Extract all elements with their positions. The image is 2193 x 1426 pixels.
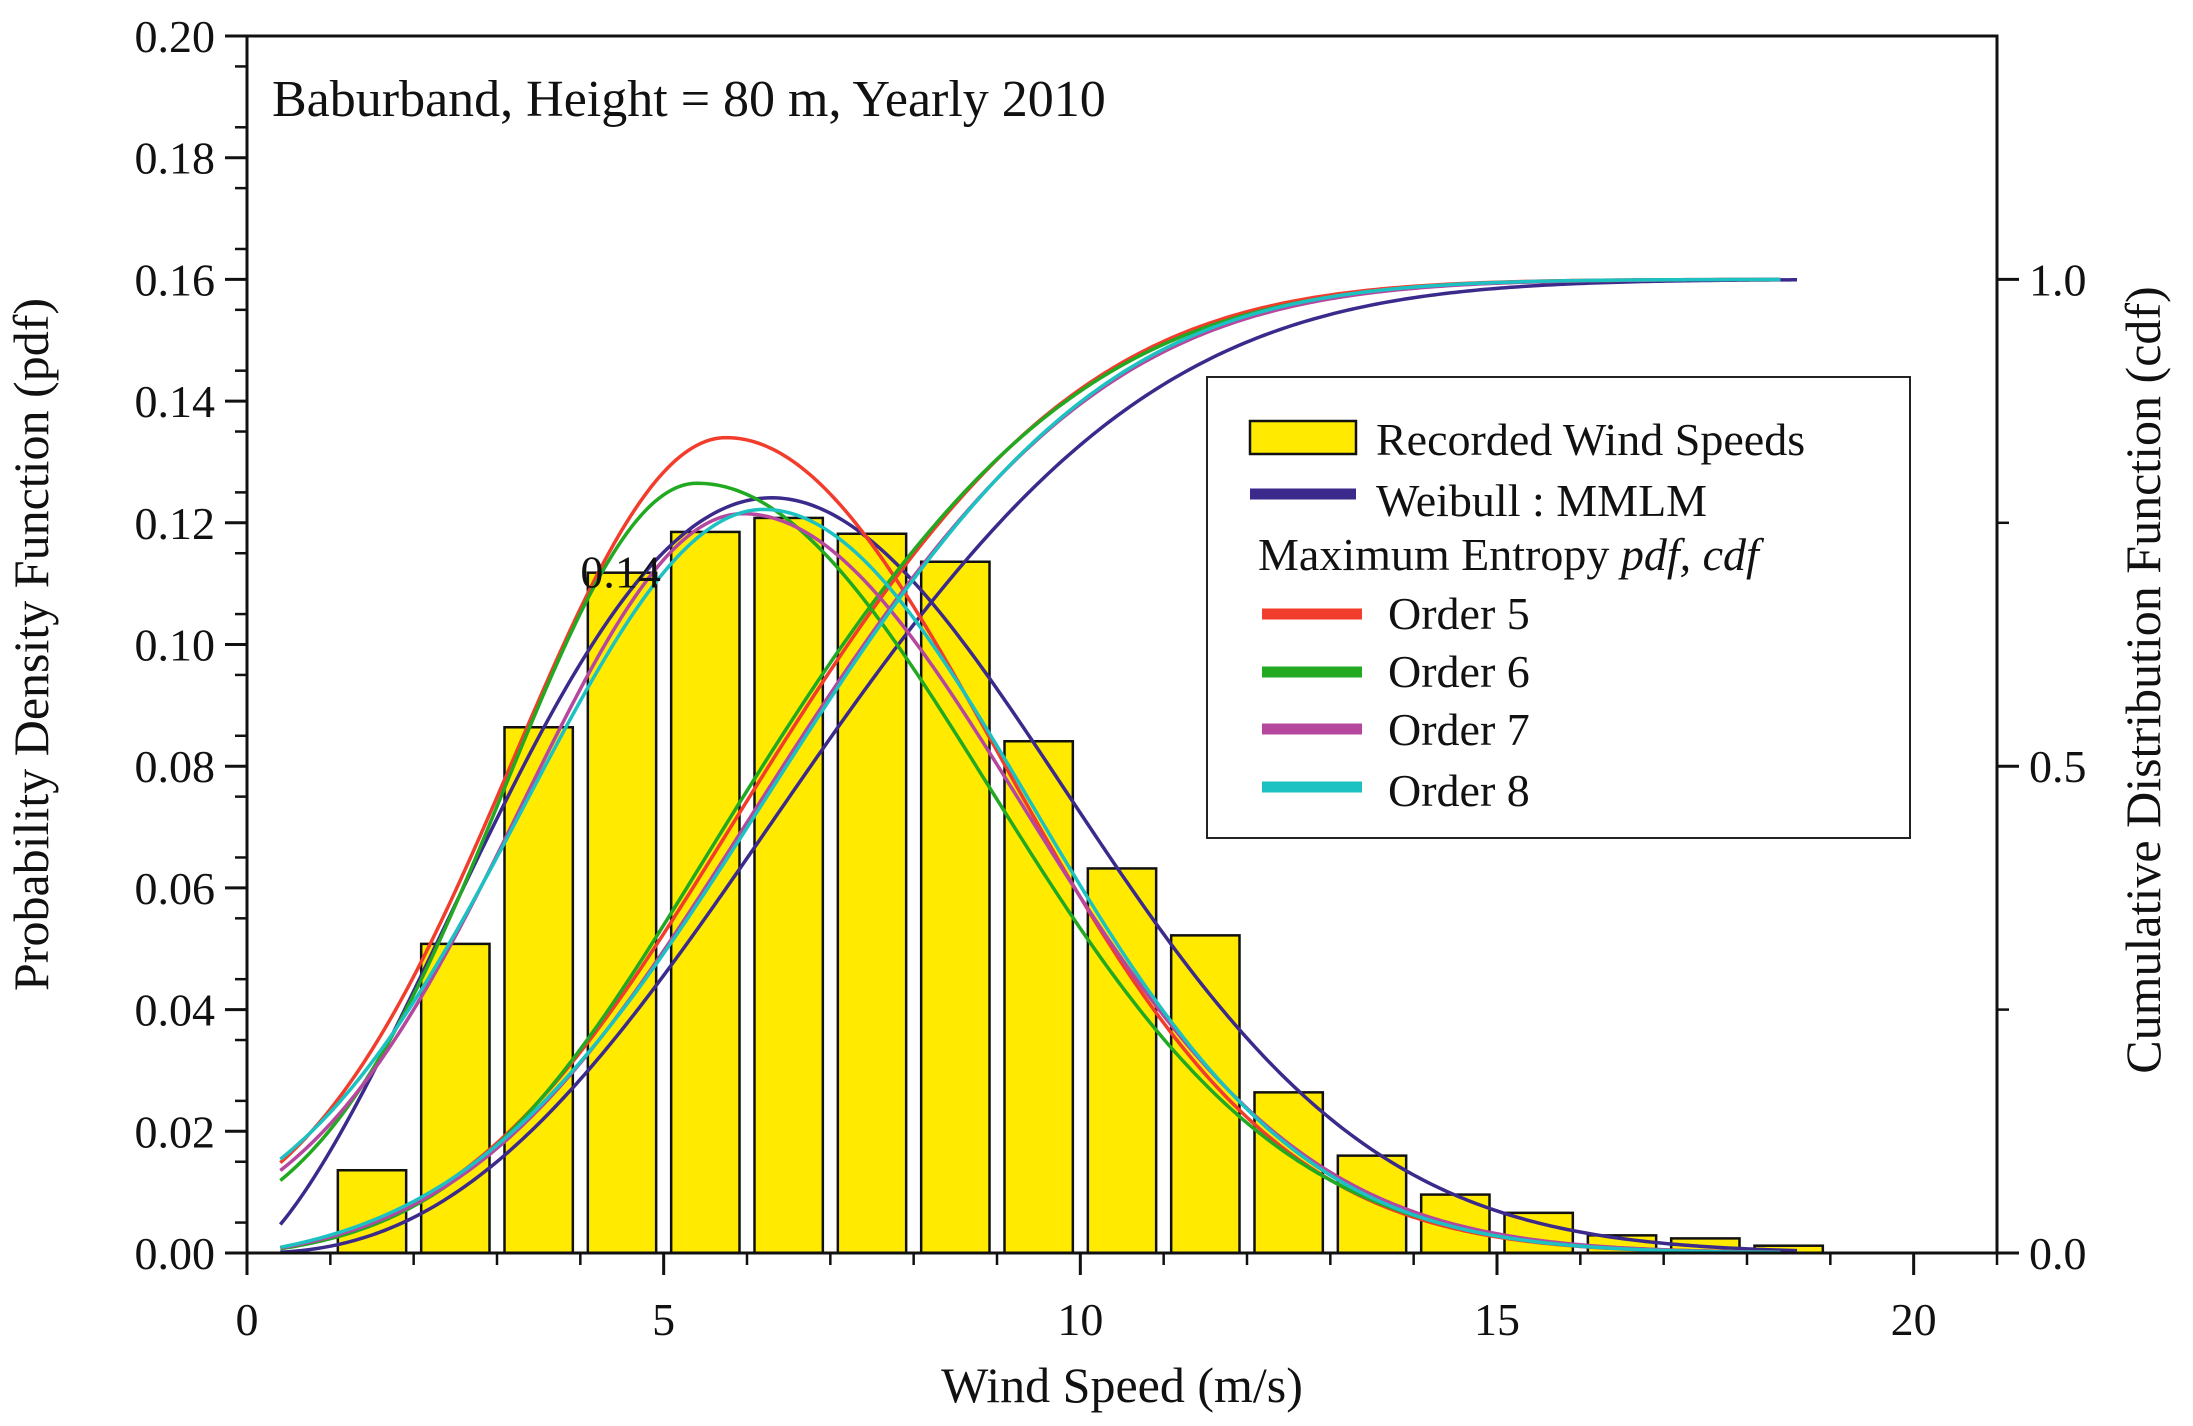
histogram-bar — [1503, 1211, 1575, 1255]
y-axis-title: Probability Density Function (pdf) — [3, 298, 59, 991]
histogram-bars — [336, 516, 1825, 1255]
legend-label-recorded: Recorded Wind Speeds — [1376, 414, 1805, 465]
y-tick-label: 0.00 — [135, 1228, 216, 1279]
x-tick-label: 5 — [652, 1294, 675, 1345]
y-tick-label: 0.06 — [135, 863, 216, 914]
x-tick-label: 20 — [1891, 1294, 1937, 1345]
y-tick-label: 0.20 — [135, 11, 216, 62]
y-tick-label: 0.02 — [135, 1106, 216, 1157]
pdf-curve — [279, 507, 1781, 1255]
pdf-curve — [279, 511, 1781, 1255]
histogram-bar — [753, 516, 825, 1255]
y2-tick-label: 1.0 — [2029, 254, 2087, 305]
legend-header-maxent-text: Maximum Entropy — [1258, 529, 1621, 580]
curves — [278, 277, 1798, 1255]
histogram-bar — [1086, 867, 1158, 1255]
axes-ticks — [225, 34, 2019, 1275]
x-axis-title: Wind Speed (m/s) — [941, 1357, 1303, 1413]
y-tick-label: 0.08 — [135, 741, 216, 792]
cdf-curve — [279, 277, 1781, 1250]
legend-label-order7: Order 7 — [1388, 704, 1530, 755]
y-tick-label: 0.14 — [135, 376, 216, 427]
legend-label-order6: Order 6 — [1388, 646, 1530, 697]
legend-header-maxent-italic: pdf, cdf — [1618, 529, 1765, 580]
histogram-bar — [1253, 1091, 1325, 1255]
x-tick-label: 10 — [1057, 1294, 1103, 1345]
legend-label-order8: Order 8 — [1388, 765, 1530, 816]
y2-axis-title: Cumulative Distribution Function (cdf) — [2115, 286, 2171, 1073]
legend-swatch-recorded — [1248, 419, 1358, 456]
y-tick-label: 0.10 — [135, 620, 216, 671]
cdf-curve — [280, 278, 1798, 1254]
y2-tick-label: 0.5 — [2029, 741, 2087, 792]
legend-label-order5: Order 5 — [1388, 588, 1530, 639]
x-tick-label: 15 — [1474, 1294, 1520, 1345]
legend-header-maxent: Maximum Entropy pdf, cdf — [1258, 529, 1765, 580]
axes-labels: 0 5 10 15 20 0.00 0.02 0.04 0.06 0.08 0.10 0.12 0.14… — [135, 11, 2087, 1345]
y-tick-label: 0.16 — [135, 254, 216, 305]
pdf-curve — [278, 496, 1798, 1253]
x-tick-label: 0 — [236, 1294, 259, 1345]
y-tick-label: 0.18 — [135, 133, 216, 184]
y-tick-label: 0.04 — [135, 985, 216, 1036]
legend-label-weibull: Weibull : MMLM — [1376, 475, 1707, 526]
annotation-label: 0.14 — [580, 546, 661, 597]
histogram-bar — [1169, 934, 1241, 1255]
y2-tick-label: 0.0 — [2029, 1228, 2087, 1279]
histogram-bar — [586, 571, 658, 1255]
histogram-bar — [419, 942, 491, 1255]
chart-title: Baburband, Height = 80 m, Yearly 2010 — [272, 71, 1106, 128]
legend: Recorded Wind Speeds Weibull : MMLM Maxi… — [1206, 376, 1911, 839]
histogram-bar — [503, 726, 575, 1255]
y-tick-label: 0.12 — [135, 498, 216, 549]
